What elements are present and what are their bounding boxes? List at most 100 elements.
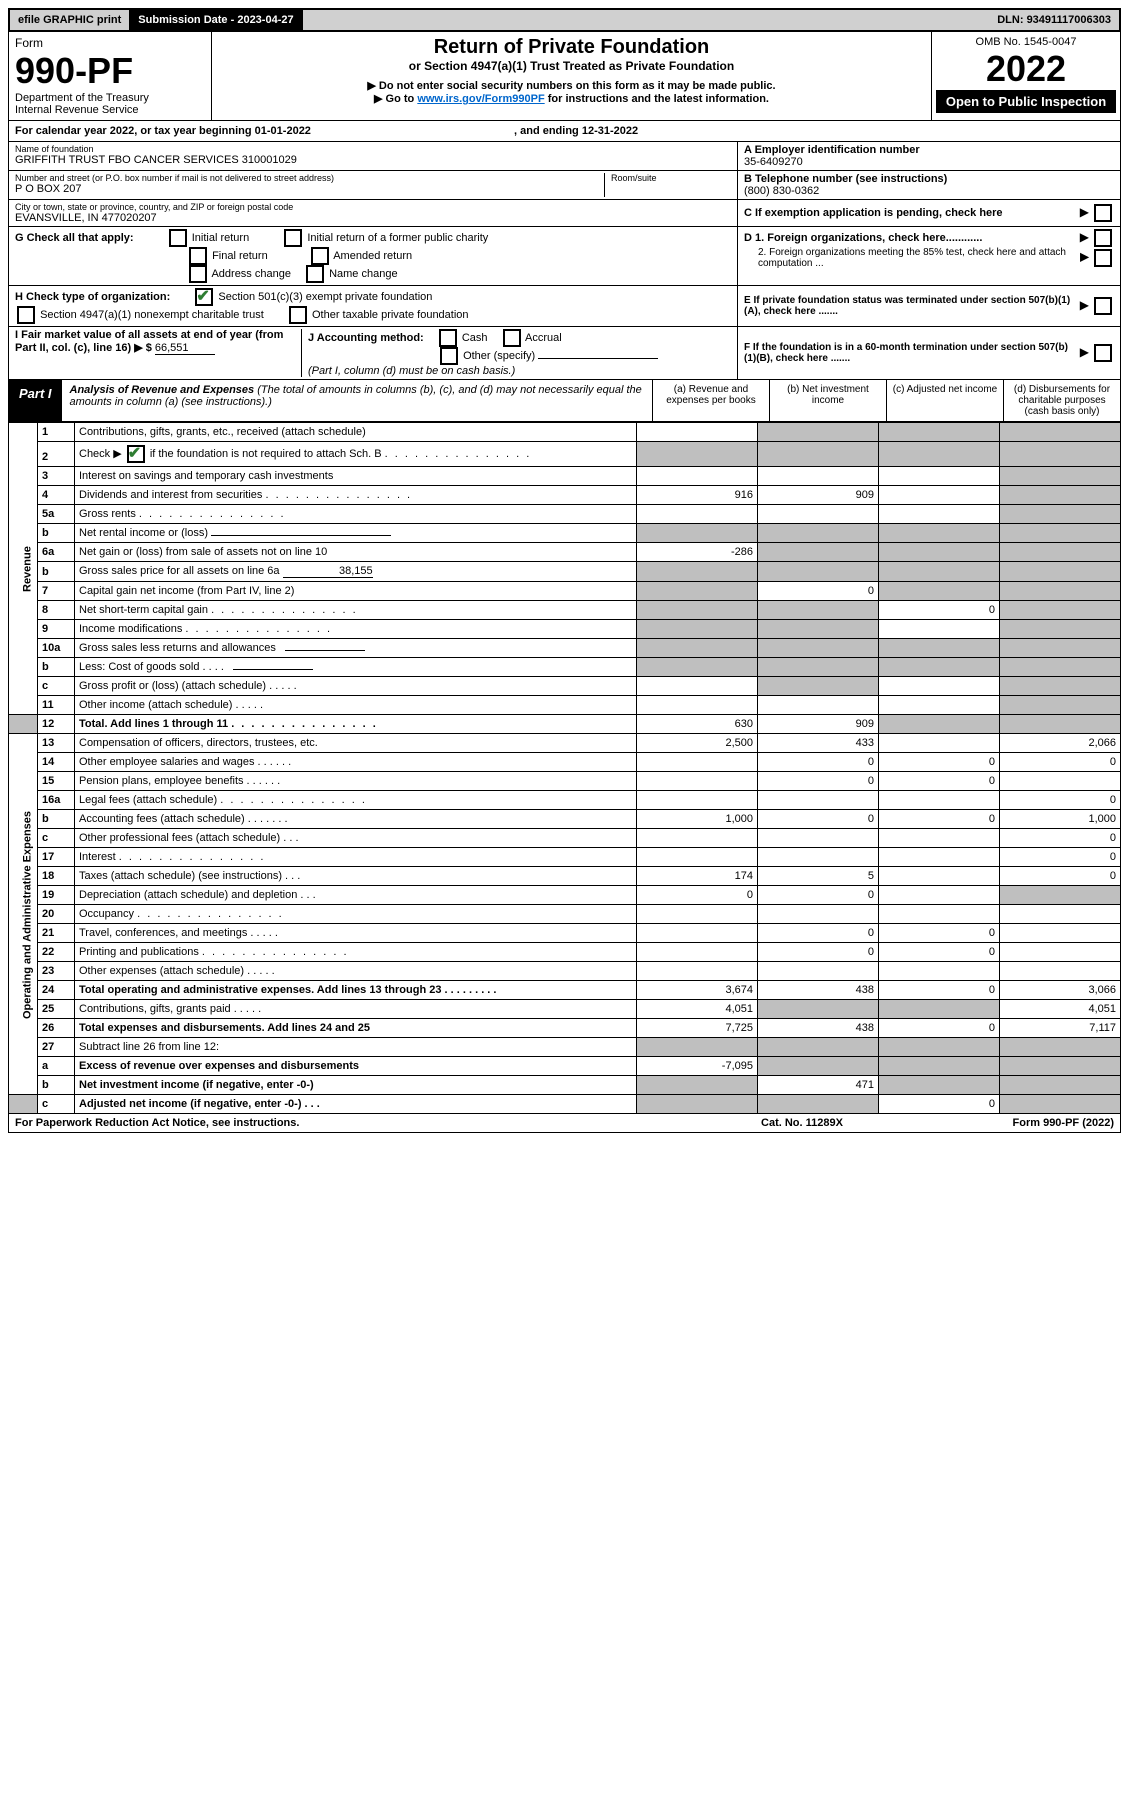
- g-initial-former-checkbox[interactable]: [284, 229, 302, 247]
- col-a-head: (a) Revenue and expenses per books: [652, 380, 769, 421]
- form-id-block: Form 990-PF Department of the Treasury I…: [9, 32, 212, 120]
- table-row: 11Other income (attach schedule) . . . .…: [9, 696, 1121, 715]
- table-row: bAccounting fees (attach schedule) . . .…: [9, 810, 1121, 829]
- omb-number: OMB No. 1545-0047: [936, 36, 1116, 48]
- form-subtitle: or Section 4947(a)(1) Trust Treated as P…: [216, 59, 927, 73]
- ein-value: 35-6409270: [744, 156, 1114, 168]
- efile-top-bar: efile GRAPHIC print Submission Date - 20…: [8, 8, 1121, 32]
- form-header: Form 990-PF Department of the Treasury I…: [8, 32, 1121, 121]
- g-name-change-checkbox[interactable]: [306, 265, 324, 283]
- table-row: 26Total expenses and disbursements. Add …: [9, 1019, 1121, 1038]
- revenue-rotator: Revenue: [9, 423, 38, 715]
- irs-line: Internal Revenue Service: [15, 104, 205, 116]
- col-c-head: (c) Adjusted net income: [886, 380, 1003, 421]
- e-checkbox[interactable]: [1094, 297, 1112, 315]
- calendar-year-line: For calendar year 2022, or tax year begi…: [8, 121, 1121, 142]
- dln: DLN: 93491117006303: [989, 10, 1119, 30]
- i-block: I Fair market value of all assets at end…: [15, 329, 302, 377]
- table-row: 24Total operating and administrative exp…: [9, 981, 1121, 1000]
- c-checkbox[interactable]: [1094, 204, 1112, 222]
- table-row: 5aGross rents: [9, 505, 1121, 524]
- table-row: cOther professional fees (attach schedul…: [9, 829, 1121, 848]
- table-row: 21Travel, conferences, and meetings . . …: [9, 924, 1121, 943]
- open-public: Open to Public Inspection: [936, 90, 1116, 113]
- g-block: G Check all that apply: Initial return I…: [9, 227, 738, 285]
- opex-rotator: Operating and Administrative Expenses: [9, 734, 38, 1095]
- room-block: Room/suite: [605, 173, 731, 197]
- g-final-checkbox[interactable]: [189, 247, 207, 265]
- h-501c3-checkbox[interactable]: [195, 288, 213, 306]
- d2-checkbox[interactable]: [1094, 249, 1112, 267]
- table-row: cGross profit or (loss) (attach schedule…: [9, 677, 1121, 696]
- part1-header: Part I Analysis of Revenue and Expenses …: [8, 380, 1121, 422]
- table-row: 23Other expenses (attach schedule) . . .…: [9, 962, 1121, 981]
- table-row: 12Total. Add lines 1 through 11 630909: [9, 715, 1121, 734]
- table-row: 9Income modifications: [9, 620, 1121, 639]
- phone-block: B Telephone number (see instructions) (8…: [738, 171, 1120, 199]
- paperwork-notice: For Paperwork Reduction Act Notice, see …: [9, 1114, 716, 1132]
- part1-tag: Part I: [9, 380, 62, 421]
- goto-link[interactable]: www.irs.gov/Form990PF: [417, 93, 544, 105]
- j-accrual-checkbox[interactable]: [503, 329, 521, 347]
- table-row: 17Interest 0: [9, 848, 1121, 867]
- ein-block: A Employer identification number 35-6409…: [738, 142, 1120, 170]
- street-block: Number and street (or P.O. box number if…: [15, 173, 605, 197]
- h-other-checkbox[interactable]: [289, 306, 307, 324]
- name-ein-row: Name of foundation GRIFFITH TRUST FBO CA…: [8, 142, 1121, 171]
- foundation-name: GRIFFITH TRUST FBO CANCER SERVICES 31000…: [15, 154, 731, 166]
- street-address: P O BOX 207: [15, 183, 598, 195]
- table-row: Operating and Administrative Expenses 13…: [9, 734, 1121, 753]
- tax-year: 2022: [936, 48, 1116, 90]
- table-row: bNet rental income or (loss): [9, 524, 1121, 543]
- table-row: 27Subtract line 26 from line 12:: [9, 1038, 1121, 1057]
- table-row: bLess: Cost of goods sold . . . .: [9, 658, 1121, 677]
- col-b-head: (b) Net investment income: [769, 380, 886, 421]
- e-block: E If private foundation status was termi…: [738, 286, 1120, 326]
- year-block: OMB No. 1545-0047 2022 Open to Public In…: [931, 32, 1120, 120]
- form-title: Return of Private Foundation: [216, 36, 927, 59]
- part1-desc: Analysis of Revenue and Expenses (The to…: [62, 380, 652, 421]
- table-row: 16aLegal fees (attach schedule) 0: [9, 791, 1121, 810]
- table-row: 2 Check ▶ if the foundation is not requi…: [9, 442, 1121, 467]
- table-row: bNet investment income (if negative, ent…: [9, 1076, 1121, 1095]
- j-cash-checkbox[interactable]: [439, 329, 457, 347]
- table-row: 22Printing and publications 00: [9, 943, 1121, 962]
- h-block: H Check type of organization: Section 50…: [9, 286, 738, 326]
- efile-label: efile GRAPHIC print: [10, 10, 130, 30]
- addr-phone-row: Number and street (or P.O. box number if…: [8, 171, 1121, 200]
- cat-no: Cat. No. 11289X: [716, 1114, 888, 1132]
- table-row: 3Interest on savings and temporary cash …: [9, 467, 1121, 486]
- fmv-value: 66,551: [155, 342, 215, 355]
- h-e-row: H Check type of organization: Section 50…: [8, 286, 1121, 327]
- table-row: 25Contributions, gifts, grants paid . . …: [9, 1000, 1121, 1019]
- f-checkbox[interactable]: [1094, 344, 1112, 362]
- c-block: C If exemption application is pending, c…: [738, 200, 1120, 226]
- table-row: 7Capital gain net income (from Part IV, …: [9, 582, 1121, 601]
- d1-checkbox[interactable]: [1094, 229, 1112, 247]
- goto-line: ▶ Go to www.irs.gov/Form990PF for instru…: [216, 92, 927, 105]
- j-block: J Accounting method: Cash Accrual Other …: [302, 329, 731, 377]
- phone-value: (800) 830-0362: [744, 185, 1114, 197]
- table-row: 8Net short-term capital gain 0: [9, 601, 1121, 620]
- table-row: 20Occupancy: [9, 905, 1121, 924]
- g-initial-checkbox[interactable]: [169, 229, 187, 247]
- g-d-row: G Check all that apply: Initial return I…: [8, 227, 1121, 286]
- table-row: bGross sales price for all assets on lin…: [9, 562, 1121, 582]
- form-ref: Form 990-PF (2022): [888, 1114, 1120, 1132]
- table-row: cAdjusted net income (if negative, enter…: [9, 1095, 1121, 1114]
- analysis-table: Revenue 1 Contributions, gifts, grants, …: [8, 422, 1121, 1114]
- submission-date: Submission Date - 2023-04-27: [130, 10, 302, 30]
- city-c-row: City or town, state or province, country…: [8, 200, 1121, 227]
- table-row: Revenue 1 Contributions, gifts, grants, …: [9, 423, 1121, 442]
- table-row: 6aNet gain or (loss) from sale of assets…: [9, 543, 1121, 562]
- g-amended-checkbox[interactable]: [311, 247, 329, 265]
- g-addr-change-checkbox[interactable]: [189, 265, 207, 283]
- table-row: 4Dividends and interest from securities …: [9, 486, 1121, 505]
- schb-checkbox[interactable]: [127, 445, 145, 463]
- foundation-name-block: Name of foundation GRIFFITH TRUST FBO CA…: [9, 142, 738, 170]
- h-4947-checkbox[interactable]: [17, 306, 35, 324]
- table-row: 19Depreciation (attach schedule) and dep…: [9, 886, 1121, 905]
- ij-f-row: I Fair market value of all assets at end…: [8, 327, 1121, 380]
- j-other-checkbox[interactable]: [440, 347, 458, 365]
- d-block: D 1. Foreign organizations, check here..…: [738, 227, 1120, 285]
